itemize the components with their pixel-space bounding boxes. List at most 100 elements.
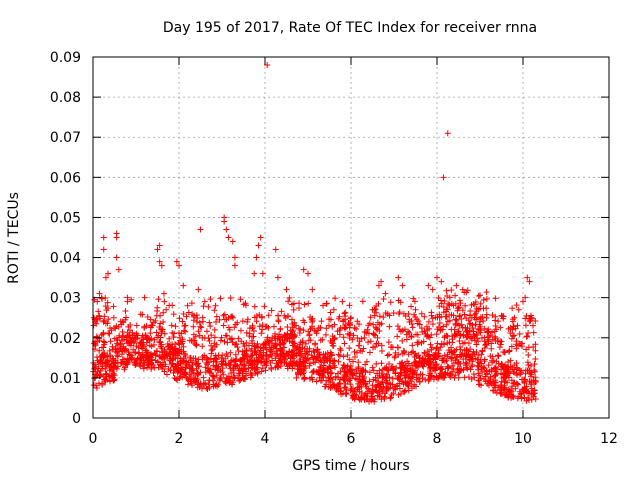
- data-point: [320, 351, 327, 358]
- data-point: [157, 320, 164, 327]
- data-point: [408, 378, 415, 385]
- data-point: [449, 333, 456, 340]
- data-point: [305, 337, 312, 344]
- data-point: [128, 337, 135, 344]
- data-point: [532, 355, 539, 362]
- data-point: [387, 395, 394, 402]
- data-point: [275, 364, 282, 371]
- data-point: [320, 302, 327, 309]
- data-point: [395, 351, 402, 358]
- data-point: [241, 343, 248, 350]
- data-point: [429, 365, 436, 372]
- data-point: [158, 354, 165, 361]
- data-point: [320, 374, 327, 381]
- data-point: [217, 374, 224, 381]
- data-point: [102, 274, 109, 281]
- data-point: [376, 313, 383, 320]
- data-point: [221, 338, 228, 345]
- data-point: [475, 293, 482, 300]
- data-point: [211, 340, 218, 347]
- data-point: [488, 345, 495, 352]
- data-point: [106, 330, 113, 337]
- data-point: [208, 342, 215, 349]
- data-point: [195, 286, 202, 293]
- data-point: [276, 341, 283, 348]
- data-point: [453, 282, 460, 289]
- data-point: [440, 309, 447, 316]
- data-point: [513, 345, 520, 352]
- data-point: [264, 62, 271, 69]
- data-point: [163, 371, 170, 378]
- data-point: [248, 337, 255, 344]
- data-point: [231, 341, 238, 348]
- data-point: [356, 373, 363, 380]
- data-point: [475, 338, 482, 345]
- data-point: [505, 368, 512, 375]
- data-point: [335, 315, 342, 322]
- data-point: [90, 322, 97, 329]
- data-point: [288, 316, 295, 323]
- y-tick-label: 0.05: [50, 210, 81, 226]
- data-point: [514, 371, 521, 378]
- data-point: [144, 359, 151, 366]
- data-point: [201, 298, 208, 305]
- data-point: [177, 355, 184, 362]
- data-point: [340, 353, 347, 360]
- data-point: [385, 339, 392, 346]
- data-point: [179, 318, 186, 325]
- data-point: [213, 319, 220, 326]
- data-point: [339, 365, 346, 372]
- data-point: [375, 282, 382, 289]
- data-point: [513, 302, 520, 309]
- data-point: [346, 345, 353, 352]
- data-point: [281, 338, 288, 345]
- data-point: [478, 335, 485, 342]
- data-point: [376, 391, 383, 398]
- data-point: [433, 364, 440, 371]
- data-point: [239, 348, 246, 355]
- data-point: [325, 383, 332, 390]
- data-point: [531, 387, 538, 394]
- data-point: [532, 347, 539, 354]
- data-point: [122, 307, 129, 314]
- data-point: [481, 365, 488, 372]
- data-point: [115, 323, 122, 330]
- data-point: [351, 353, 358, 360]
- data-point: [409, 324, 416, 331]
- data-point: [255, 344, 262, 351]
- data-point: [229, 367, 236, 374]
- data-point: [420, 363, 427, 370]
- data-point: [141, 294, 148, 301]
- data-point: [399, 359, 406, 366]
- data-point: [236, 365, 243, 372]
- data-point: [429, 315, 436, 322]
- data-point: [371, 396, 378, 403]
- data-point: [301, 301, 308, 308]
- data-point: [399, 327, 406, 334]
- data-point: [368, 397, 375, 404]
- data-point: [224, 353, 231, 360]
- data-point: [180, 364, 187, 371]
- data-point: [102, 360, 109, 367]
- data-point: [522, 322, 529, 329]
- data-point: [505, 394, 512, 401]
- data-point: [268, 349, 275, 356]
- data-point: [211, 307, 218, 314]
- data-point: [336, 352, 343, 359]
- data-point: [325, 374, 332, 381]
- data-point: [483, 295, 490, 302]
- data-point: [462, 362, 469, 369]
- data-point: [513, 360, 520, 367]
- data-point: [272, 333, 279, 340]
- data-point: [513, 338, 520, 345]
- x-tick-label: 6: [347, 431, 356, 447]
- data-point: [422, 330, 429, 337]
- data-point: [525, 351, 532, 358]
- data-point: [243, 368, 250, 375]
- data-point: [324, 358, 331, 365]
- data-point: [492, 335, 499, 342]
- data-point: [182, 352, 189, 359]
- grid-lines: [93, 57, 609, 418]
- data-point: [110, 371, 117, 378]
